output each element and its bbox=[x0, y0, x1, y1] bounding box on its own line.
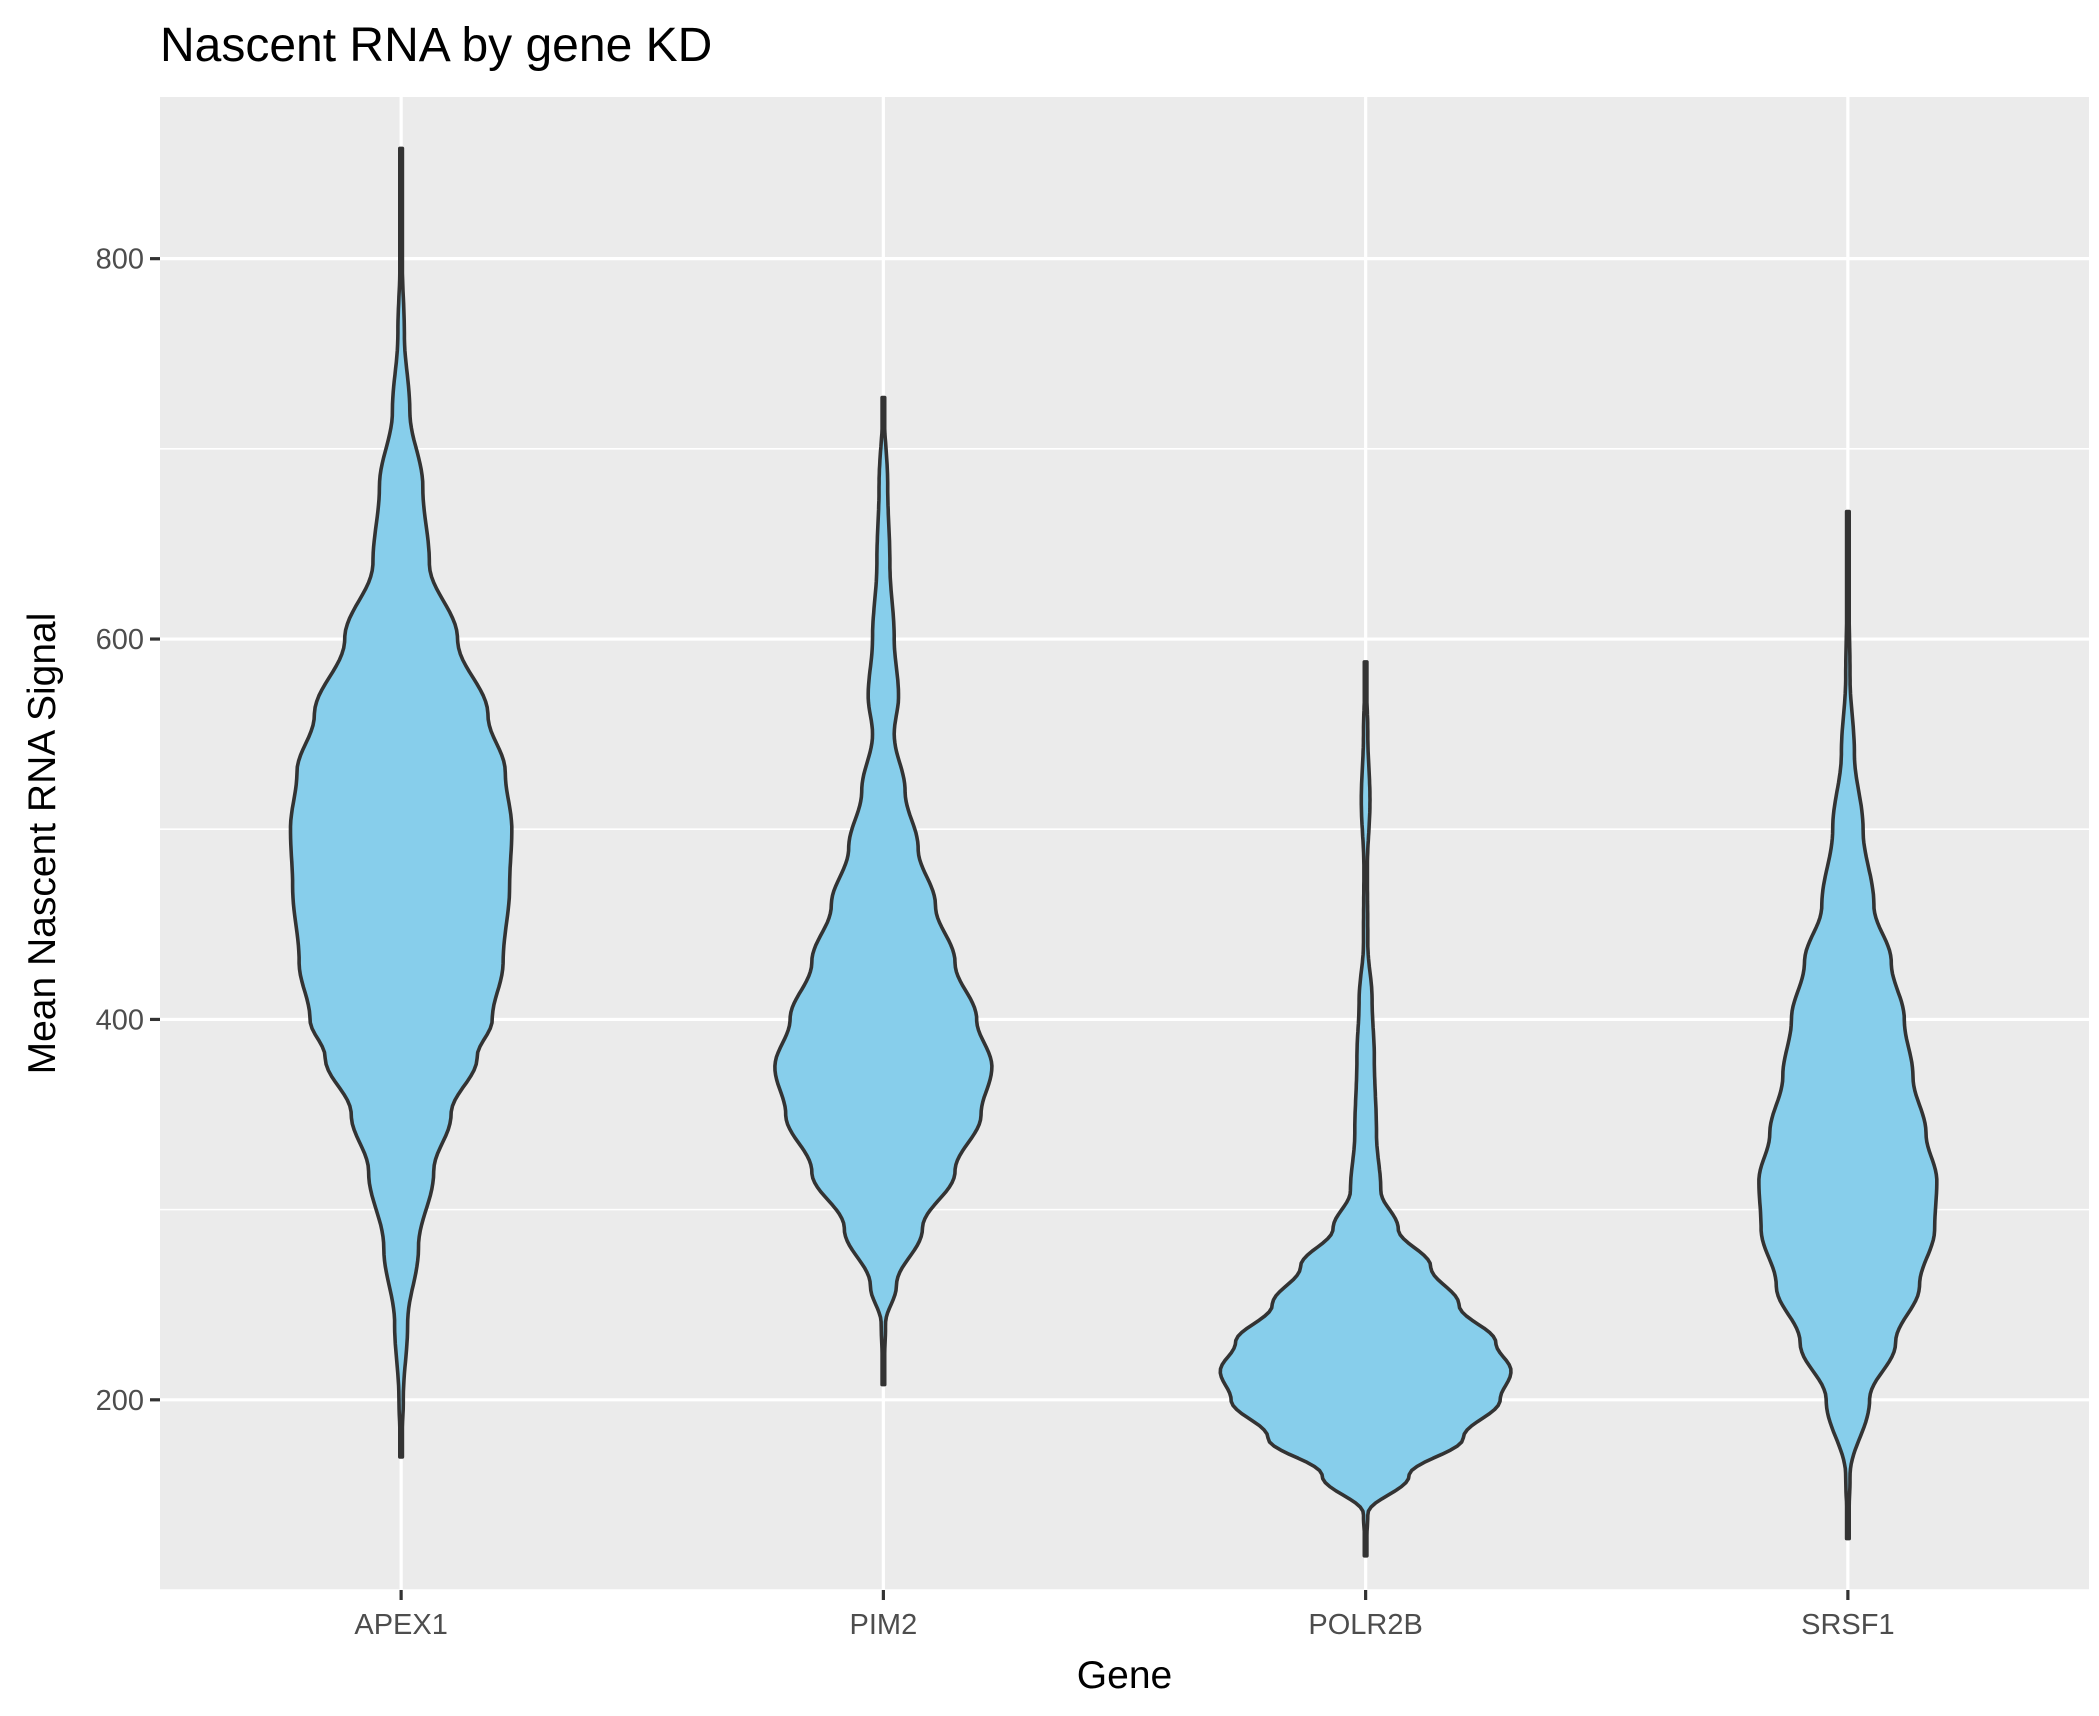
chart-title: Nascent RNA by gene KD bbox=[160, 19, 712, 72]
violin-apex1 bbox=[288, 146, 514, 1459]
x-axis-title: Gene bbox=[1077, 1654, 1172, 1697]
x-tick-label-polr2b: POLR2B bbox=[1308, 1609, 1422, 1641]
violin-group bbox=[288, 146, 1939, 1558]
x-tick-label-pim2: PIM2 bbox=[850, 1609, 918, 1641]
y-tick-label: 800 bbox=[96, 244, 144, 276]
violin-srsf1 bbox=[1757, 509, 1939, 1541]
x-tick-label-srsf1: SRSF1 bbox=[1801, 1609, 1894, 1641]
violin-pim2 bbox=[773, 395, 994, 1387]
y-tick-label: 600 bbox=[96, 624, 144, 656]
y-axis-title: Mean Nascent RNA Signal bbox=[21, 613, 64, 1075]
x-axis: APEX1 PIM2 POLR2B SRSF1 bbox=[354, 1590, 1895, 1641]
y-tick-label: 200 bbox=[96, 1385, 144, 1417]
violin-polr2b bbox=[1218, 660, 1513, 1558]
y-tick-label: 400 bbox=[96, 1004, 144, 1036]
x-tick-label-apex1: APEX1 bbox=[354, 1609, 448, 1641]
y-axis: 200 400 600 800 bbox=[96, 244, 160, 1417]
